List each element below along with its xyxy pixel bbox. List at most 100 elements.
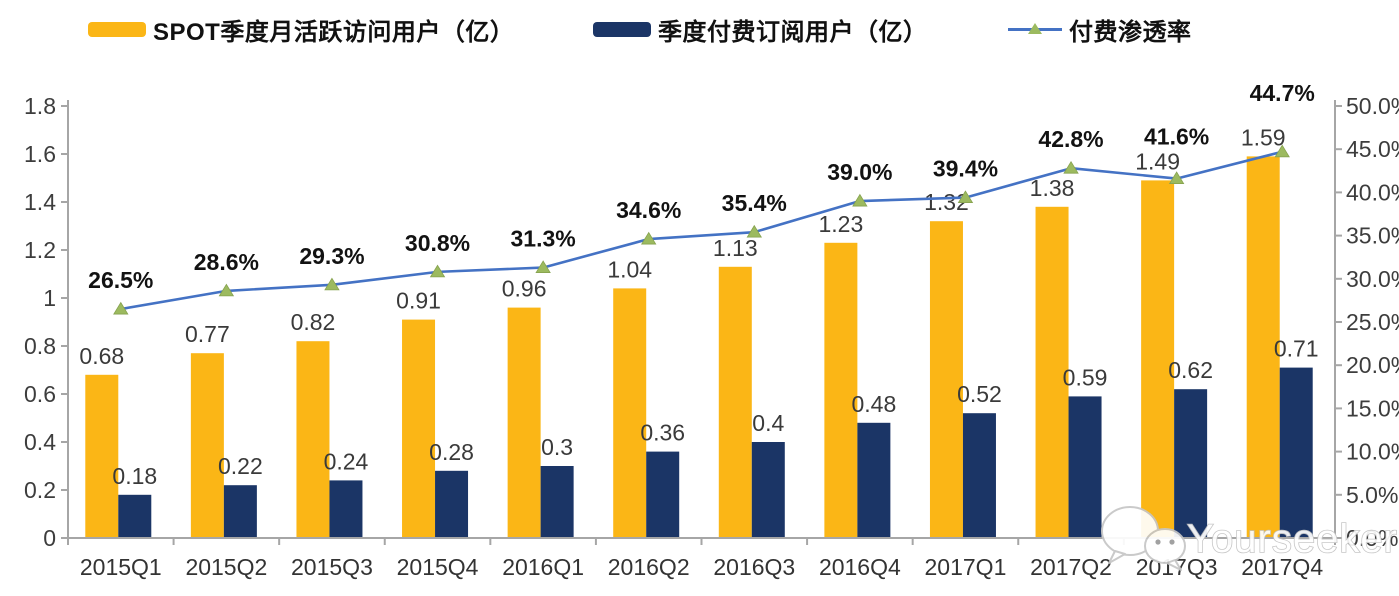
legend-item-mau: SPOT季度月活跃访问用户（亿）: [88, 14, 515, 46]
bar-subs-label: 0.52: [957, 381, 1002, 407]
right-axis-tick-label: 50.0%: [1346, 93, 1399, 119]
bar-mau-label: 1.13: [713, 235, 758, 261]
bar-mau-label: 1.59: [1241, 124, 1286, 150]
x-axis-label: 2015Q4: [397, 554, 479, 580]
bar-mau: [929, 221, 963, 538]
bar-subs: [1174, 389, 1208, 538]
legend-item-subs: 季度付费订阅用户（亿）: [593, 14, 928, 46]
bar-mau: [1246, 156, 1280, 538]
bar-mau-label: 0.82: [291, 309, 336, 335]
penetration-marker-icon: [113, 301, 129, 315]
bar-mau: [1141, 180, 1175, 538]
penetration-line-sample-icon: [1008, 21, 1062, 37]
bar-subs: [118, 494, 152, 538]
x-axis-label: 2016Q2: [608, 554, 690, 580]
bar-mau: [85, 374, 119, 538]
penetration-label: 42.8%: [1038, 126, 1103, 152]
bar-subs-label: 0.48: [851, 391, 896, 417]
right-axis-tick-label: 40.0%: [1346, 179, 1399, 205]
right-axis-tick-label: 20.0%: [1346, 352, 1399, 378]
bar-mau-label: 1.23: [818, 211, 863, 237]
left-axis-tick-label: 1.8: [24, 93, 56, 119]
bar-subs: [646, 451, 680, 538]
bar-subs-label: 0.36: [640, 420, 685, 446]
right-axis-tick-label: 15.0%: [1346, 395, 1399, 421]
bar-mau: [190, 353, 224, 538]
bar-subs: [435, 470, 469, 538]
x-axis-label: 2017Q2: [1030, 554, 1112, 580]
penetration-marker-icon: [1168, 171, 1185, 184]
left-axis-tick-label: 0.8: [24, 333, 56, 359]
x-axis-label: 2016Q3: [713, 554, 795, 580]
penetration-label: 34.6%: [616, 197, 681, 223]
mau-swatch-icon: [88, 21, 146, 37]
bar-subs: [857, 422, 891, 538]
left-axis-tick-label: 0.2: [24, 477, 56, 503]
bar-subs-label: 0.3: [541, 434, 573, 460]
wechat-icon: [1101, 506, 1186, 571]
penetration-label: 29.3%: [299, 243, 364, 269]
bar-subs: [1068, 396, 1102, 538]
left-axis-tick-label: 0.4: [24, 429, 56, 455]
x-axis-label: 2017Q1: [925, 554, 1007, 580]
bar-mau: [296, 341, 330, 538]
penetration-label: 39.4%: [933, 156, 998, 182]
x-axis-label: 2016Q4: [819, 554, 901, 580]
right-axis-tick-label: 25.0%: [1346, 309, 1399, 335]
right-axis-tick-label: 35.0%: [1346, 223, 1399, 249]
penetration-marker-icon: [429, 264, 446, 278]
bar-mau: [402, 319, 436, 538]
legend-item-penetration: 付费渗透率: [1008, 14, 1192, 46]
bar-subs-label: 0.59: [1063, 364, 1108, 390]
right-axis-tick-label: 0.0%: [1346, 525, 1398, 551]
penetration-label: 35.4%: [722, 190, 787, 216]
penetration-marker-icon: [324, 277, 340, 291]
x-axis-label: 2015Q3: [291, 554, 373, 580]
bar-subs-label: 0.22: [218, 453, 263, 479]
bar-mau: [1035, 206, 1069, 539]
bar-subs-label: 0.62: [1168, 357, 1213, 383]
penetration-marker-icon: [957, 190, 974, 203]
bar-mau-label: 0.68: [79, 343, 124, 369]
penetration-label: 44.7%: [1250, 80, 1315, 106]
bar-mau: [824, 242, 858, 539]
right-axis-tick-label: 45.0%: [1346, 136, 1399, 162]
bar-subs-label: 0.18: [112, 463, 157, 489]
bar-mau-label: 0.77: [185, 321, 230, 347]
x-axis-label: 2015Q2: [185, 554, 267, 580]
penetration-marker-icon: [852, 193, 868, 207]
bar-subs: [329, 480, 363, 538]
bar-subs: [1279, 367, 1313, 538]
bar-subs-label: 0.28: [429, 439, 474, 465]
penetration-marker-icon: [218, 283, 235, 297]
bar-mau-label: 1.49: [1135, 148, 1180, 174]
legend-penetration-label: 付费渗透率: [1069, 18, 1192, 46]
penetration-marker-icon: [535, 260, 551, 273]
watermark: Yourseeker: [1101, 506, 1398, 571]
bar-subs-label: 0.71: [1274, 336, 1319, 362]
left-axis-tick-label: 1.4: [24, 189, 56, 215]
penetration-marker-icon: [746, 224, 763, 238]
penetration-marker-icon: [640, 231, 657, 245]
penetration-marker-icon: [1274, 144, 1290, 158]
penetration-label: 28.6%: [194, 249, 259, 275]
left-axis-tick-label: 0.6: [24, 381, 56, 407]
penetration-label: 26.5%: [88, 267, 153, 293]
left-axis-tick-label: 1: [43, 285, 56, 311]
left-axis-tick-label: 1.6: [24, 141, 56, 167]
legend-subs-label: 季度付费订阅用户（亿）: [658, 18, 928, 46]
right-axis-tick-label: 30.0%: [1346, 266, 1399, 292]
bar-mau: [507, 307, 541, 538]
bar-subs: [223, 485, 257, 538]
penetration-label: 41.6%: [1144, 124, 1209, 150]
bar-subs-label: 0.4: [752, 410, 784, 436]
bar-mau-label: 1.04: [607, 256, 652, 282]
legend-mau-label: SPOT季度月活跃访问用户（亿）: [153, 18, 515, 46]
right-axis-tick-label: 10.0%: [1346, 439, 1399, 465]
bar-subs: [540, 466, 574, 538]
bar-mau-label: 0.91: [396, 288, 441, 314]
left-axis-tick-label: 0: [43, 525, 56, 551]
bar-subs-label: 0.24: [324, 448, 369, 474]
